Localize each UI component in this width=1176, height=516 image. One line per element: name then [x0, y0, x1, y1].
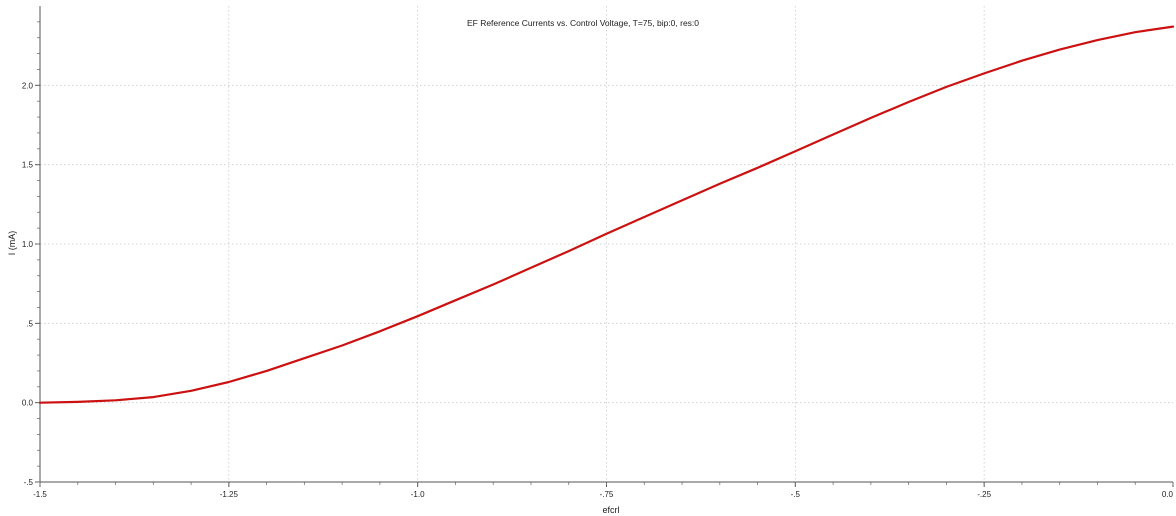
y-axis-title: I (mA) — [7, 231, 17, 256]
axes: -1.5 -1.25 -1.0 -.75 -.5 -.25 0.0 -.5 0.0 .5 1.0 1.… — [22, 6, 1174, 499]
series-line — [38, 25, 1175, 404]
y-tick-label: -.5 — [24, 478, 34, 487]
y-tick-label: .5 — [26, 319, 33, 328]
x-tick-label: -1.25 — [220, 490, 239, 499]
series-layer — [38, 25, 1175, 404]
chart-title: EF Reference Currents vs. Control Voltag… — [467, 18, 699, 28]
x-tick-label: 0.0 — [1162, 490, 1174, 499]
x-tick-label: -.5 — [791, 490, 801, 499]
x-axis-title: efcrl — [602, 505, 619, 515]
x-tick-label: -1.0 — [411, 490, 425, 499]
y-tick-label: 1.5 — [22, 161, 34, 170]
x-tick-label: -1.5 — [33, 490, 47, 499]
grid — [40, 6, 1173, 482]
y-tick-label: 1.0 — [22, 240, 34, 249]
x-tick-label: -.25 — [977, 490, 991, 499]
x-tick-label: -.75 — [600, 490, 614, 499]
y-tick-label: 2.0 — [22, 81, 34, 90]
y-tick-label: 0.0 — [22, 399, 34, 408]
